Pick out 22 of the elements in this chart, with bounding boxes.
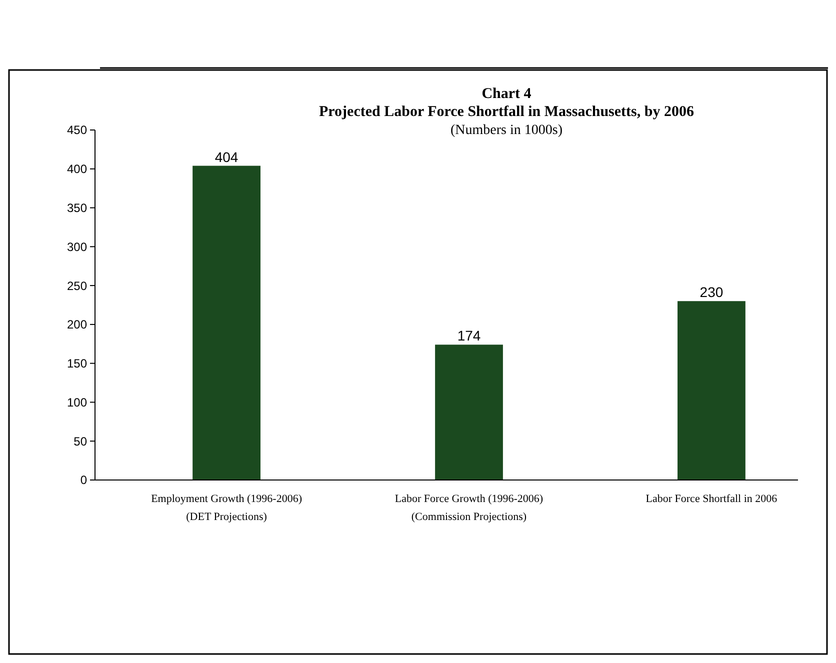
- y-tick-label: 350: [66, 200, 88, 215]
- y-tick-label: 450: [66, 123, 88, 138]
- x-tick-label: Labor Force Growth (1996-2006) (Commission Projections): [394, 493, 544, 523]
- y-tick-label: 400: [66, 162, 88, 176]
- y-tick-label: 200: [66, 318, 88, 332]
- data-label: 174: [457, 328, 481, 344]
- x-tick-label: Labor Force Shortfall in 2006: [646, 493, 778, 505]
- y-tick-label: 150: [66, 356, 88, 371]
- bar: [192, 166, 260, 480]
- y-tick-label: 0: [80, 473, 88, 488]
- bar: [435, 344, 503, 480]
- chart-subtitle: Projected Labor Force Shortfall in Massachusetts, by 2006: [319, 104, 694, 120]
- data-label: 404: [214, 148, 238, 165]
- y-tick-label: 50: [74, 434, 88, 448]
- data-label: 230: [700, 284, 724, 300]
- chart-title: Chart 4: [482, 86, 532, 102]
- x-tick-label: Employment Growth (1996-2006) (DET Projections): [151, 493, 302, 523]
- bar: [678, 301, 746, 480]
- y-tick-label: 250: [66, 278, 88, 293]
- y-tick-label: 300: [66, 240, 88, 254]
- annotation: (Numbers in 1000s): [450, 123, 563, 138]
- y-tick-label: 100: [66, 395, 88, 410]
